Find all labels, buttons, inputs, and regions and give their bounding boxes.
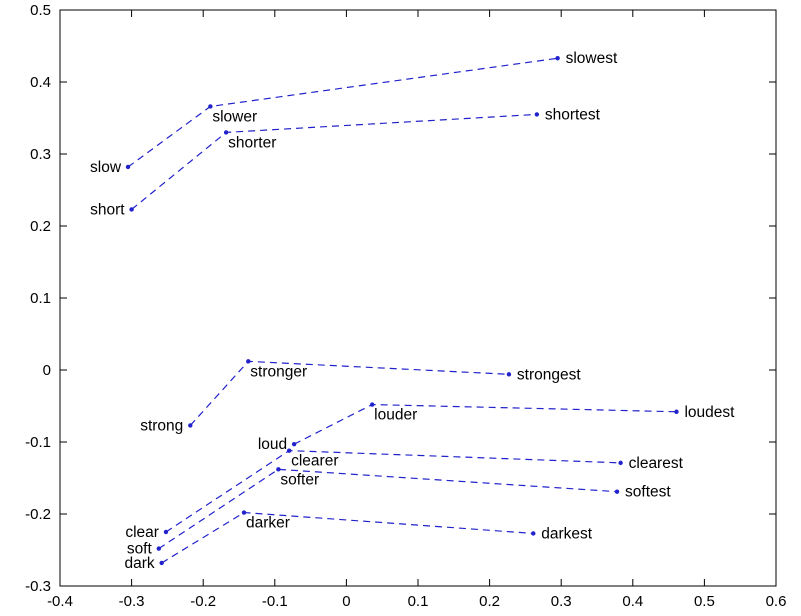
point-label-soft: soft: [127, 541, 153, 558]
x-tick-label: 0: [342, 593, 350, 610]
data-point-soft: [156, 546, 162, 551]
data-point-loud: [291, 441, 297, 447]
x-tick-label: 0.3: [551, 593, 572, 610]
point-label-slowest: slowest: [566, 50, 618, 67]
x-tick-label: -0.2: [190, 593, 216, 610]
point-label-slower: slower: [212, 108, 257, 125]
data-point-slower: [208, 104, 213, 109]
data-point-louder: [369, 402, 375, 407]
x-tick-label: -0.4: [47, 593, 73, 610]
data-point-dark: [159, 560, 164, 566]
y-tick-label: 0: [43, 362, 51, 379]
data-point-shorter: [223, 130, 229, 135]
y-tick-label: -0.3: [25, 578, 51, 595]
data-point-stronger: [246, 359, 251, 364]
x-tick-label: 0.4: [622, 593, 643, 610]
point-label-stronger: stronger: [250, 363, 307, 380]
point-label-softer: softer: [280, 471, 319, 488]
point-label-loudest: loudest: [684, 404, 735, 421]
y-tick-label: -0.1: [25, 434, 51, 451]
data-point-softest: [614, 489, 620, 494]
y-tick-label: 0.1: [30, 290, 51, 307]
y-tick-label: 0.5: [30, 2, 51, 19]
data-point-clearer: [286, 448, 292, 453]
point-label-clear: clear: [125, 524, 159, 541]
y-tick-label: -0.2: [25, 506, 51, 523]
point-label-shorter: shorter: [228, 134, 276, 151]
point-label-dark: dark: [125, 555, 155, 572]
point-label-strongest: strongest: [517, 366, 581, 383]
y-tick-label: 0.3: [30, 146, 51, 163]
point-label-clearer: clearer: [291, 453, 338, 470]
data-point-darker: [241, 510, 247, 515]
data-point-strongest: [506, 372, 512, 377]
point-label-slow: slow: [90, 159, 122, 176]
x-tick-label: 0.5: [694, 593, 715, 610]
point-label-strong: strong: [140, 417, 183, 434]
point-label-clearest: clearest: [629, 455, 684, 472]
data-point-shortest: [534, 112, 540, 117]
data-point-softer: [276, 467, 281, 472]
point-label-shortest: shortest: [545, 106, 601, 123]
data-point-clearest: [618, 460, 623, 466]
point-label-darker: darker: [246, 515, 290, 532]
plot-box: [59, 9, 777, 587]
data-point-darkest: [531, 531, 536, 536]
data-point-strong: [188, 423, 193, 428]
y-tick-label: 0.2: [30, 218, 51, 235]
x-tick-label: -0.1: [262, 593, 288, 610]
data-point-short: [129, 207, 134, 212]
data-point-slow: [125, 164, 131, 170]
point-label-darkest: darkest: [541, 525, 593, 542]
point-label-short: short: [90, 201, 125, 218]
point-label-softest: softest: [625, 484, 671, 501]
point-label-louder: louder: [374, 407, 417, 424]
y-tick-label: 0.4: [30, 74, 51, 91]
point-label-loud: loud: [258, 436, 287, 453]
x-tick-label: 0.1: [408, 593, 429, 610]
data-point-loudest: [674, 409, 679, 414]
x-tick-label: -0.3: [119, 593, 145, 610]
data-point-slowest: [555, 56, 560, 61]
x-tick-label: 0.6: [766, 593, 787, 610]
data-point-clear: [163, 529, 169, 535]
x-tick-label: 0.2: [479, 593, 500, 610]
